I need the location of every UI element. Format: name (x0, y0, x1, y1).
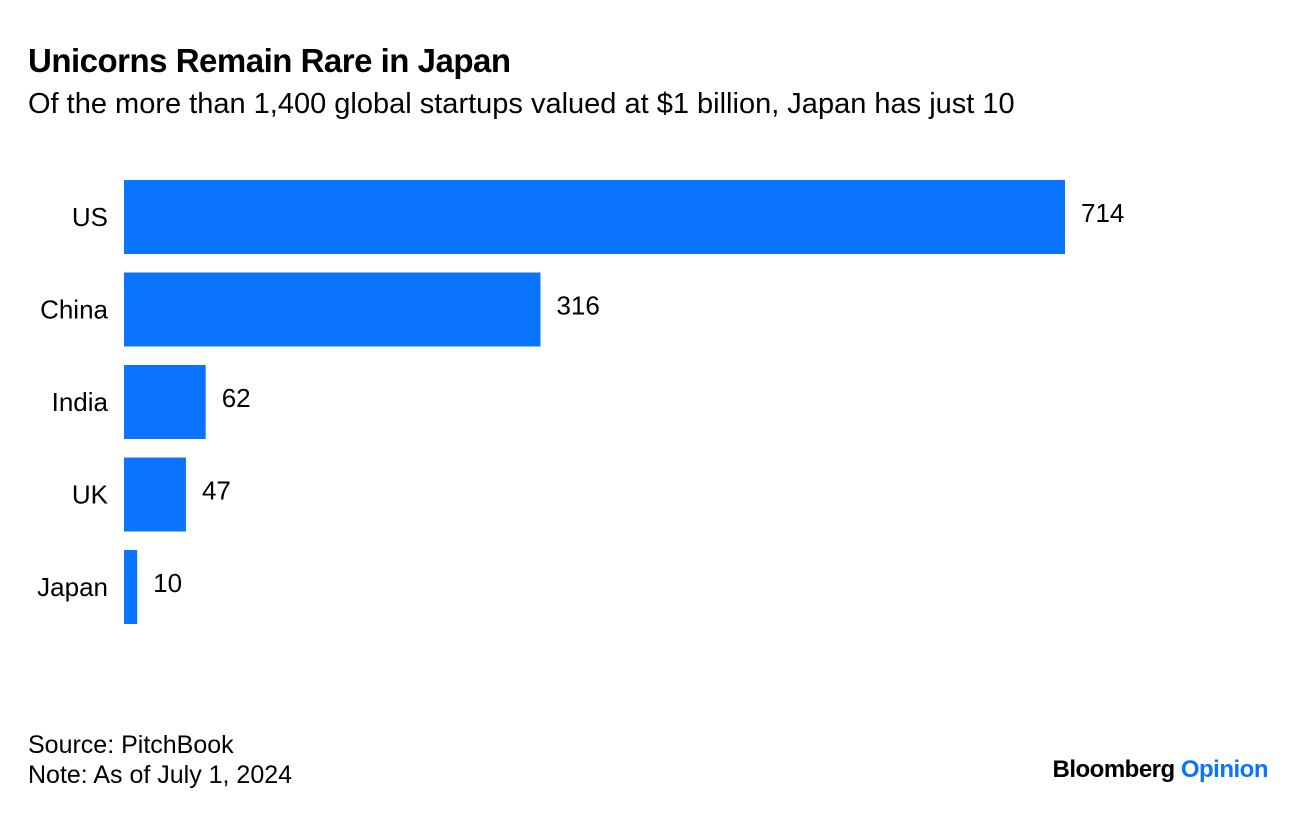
bar (124, 365, 206, 439)
chart-subtitle: Of the more than 1,400 global startups v… (28, 88, 1015, 120)
brand-name: Bloomberg (1052, 756, 1176, 783)
brand-logo: Bloomberg Opinion (1053, 756, 1269, 784)
category-label: Japan (37, 572, 108, 602)
bar (124, 272, 541, 347)
category-label: India (52, 387, 109, 417)
bar-chart: US 714 China 316 India 62 UK 47 Japan 10 (37, 180, 1124, 624)
value-label: 316 (556, 291, 599, 321)
category-label: UK (72, 480, 109, 510)
value-label: 714 (1081, 198, 1124, 228)
value-label: 10 (153, 568, 182, 598)
value-label: 47 (202, 476, 231, 506)
bar (124, 457, 186, 532)
date-note: Note: As of July 1, 2024 (28, 761, 293, 789)
bar (124, 180, 1065, 254)
value-label: 62 (222, 383, 251, 413)
chart-title: Unicorns Remain Rare in Japan (28, 42, 511, 79)
chart-footer: Source: PitchBook Note: As of July 1, 20… (28, 730, 292, 790)
category-label: China (40, 295, 108, 325)
brand-section: Opinion (1180, 756, 1269, 783)
bar (124, 550, 138, 624)
source-note: Source: PitchBook (28, 731, 234, 759)
category-label: US (72, 202, 108, 232)
